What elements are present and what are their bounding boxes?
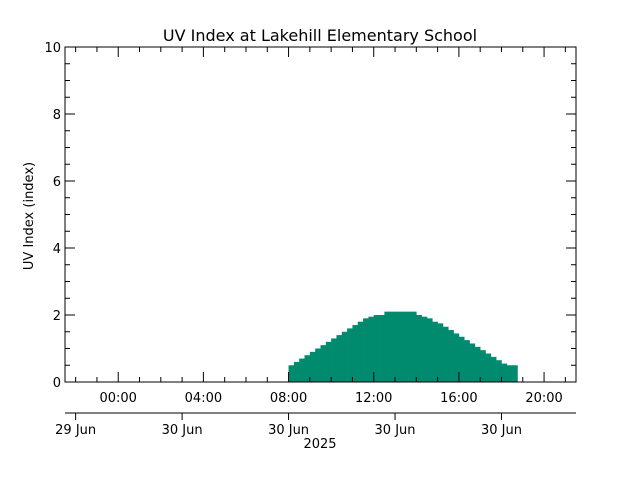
uv-bar (448, 330, 454, 382)
uv-bar (437, 323, 444, 383)
uv-bar (293, 361, 300, 382)
uv-bar (336, 335, 343, 382)
x-tick-label: 12:00 (355, 391, 392, 406)
y-tick-label: 0 (53, 376, 61, 391)
uv-bar (480, 350, 486, 382)
y-tick-label: 8 (53, 108, 61, 123)
uv-bar (400, 311, 406, 382)
x-tick-label: 08:00 (270, 391, 307, 406)
uv-bar (442, 326, 449, 382)
x-tick-label: 20:00 (525, 391, 562, 406)
x-tick-label: 16:00 (440, 391, 477, 406)
x-axis-time: 00:00 04:00 08:00 12:00 16:00 20:00 (75, 47, 566, 406)
uv-bar (357, 321, 364, 382)
y-tick-label: 6 (53, 175, 61, 190)
uv-bar (315, 348, 321, 382)
uv-bar (347, 328, 353, 382)
uv-bar (416, 315, 422, 382)
uv-bar (512, 365, 518, 382)
uv-bar (331, 338, 337, 382)
uv-bar (426, 318, 433, 382)
uv-bar (469, 343, 476, 382)
uv-bar (325, 341, 332, 382)
uv-bar (320, 345, 327, 382)
uv-bar (304, 355, 311, 382)
uv-bar (474, 346, 481, 382)
uv-bar (373, 315, 380, 382)
year-label: 2025 (303, 437, 336, 452)
uv-bar (490, 356, 497, 383)
y-axis: 0 2 4 6 8 10 (44, 41, 576, 391)
uv-bar (309, 351, 316, 382)
uv-bar (501, 363, 508, 382)
uv-bar (389, 311, 396, 382)
uv-bar (363, 318, 369, 382)
uv-bar (395, 311, 401, 382)
uv-bar (458, 336, 465, 382)
uv-bar (453, 333, 460, 382)
uv-bar (405, 311, 412, 382)
date-tick-label: 29 Jun (55, 423, 96, 438)
x-axis-date: 29 Jun 30 Jun 30 Jun 30 Jun 30 Jun (55, 413, 522, 438)
y-tick-label: 4 (53, 242, 61, 257)
uv-bar (464, 340, 470, 383)
date-tick-label: 30 Jun (481, 423, 522, 438)
y-tick-label: 10 (44, 41, 61, 56)
chart-title: UV Index at Lakehill Elementary School (163, 26, 477, 45)
uv-bar (421, 316, 428, 382)
date-tick-label: 30 Jun (162, 423, 203, 438)
uv-bar (352, 325, 359, 382)
uv-bar (288, 365, 295, 382)
x-tick-label: 04:00 (185, 391, 222, 406)
x-tick-label: 00:00 (99, 391, 136, 406)
uv-bar (410, 311, 417, 382)
uv-bar (379, 315, 385, 382)
uv-bar (368, 316, 375, 382)
uv-area-series (288, 311, 518, 383)
uv-bar (506, 365, 513, 382)
uv-bar (485, 353, 492, 382)
uv-bar (384, 311, 390, 382)
uv-bar (496, 360, 502, 382)
uv-bar (432, 321, 438, 382)
uv-bar (341, 331, 348, 382)
y-tick-label: 2 (53, 309, 61, 324)
uv-bar (299, 358, 305, 382)
date-tick-label: 30 Jun (268, 423, 309, 438)
y-axis-label: UV Index (index) (22, 162, 37, 270)
plot-frame (64, 46, 577, 383)
date-tick-label: 30 Jun (375, 423, 416, 438)
